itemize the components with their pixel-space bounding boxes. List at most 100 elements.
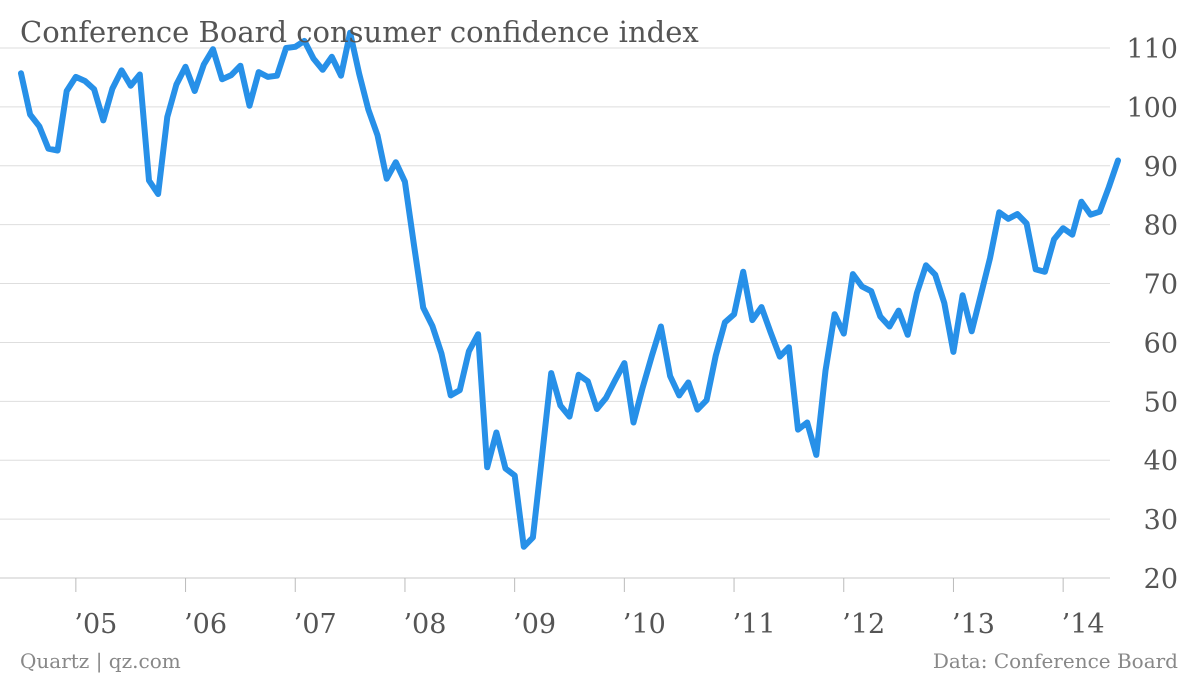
data-point <box>758 304 765 310</box>
data-point <box>969 328 975 334</box>
x-tick-label: ’14 <box>1062 609 1105 640</box>
data-point <box>45 146 52 152</box>
data-point <box>1042 269 1048 275</box>
data-point <box>877 313 883 320</box>
data-point <box>137 71 143 78</box>
data-point <box>36 123 42 129</box>
data-point <box>512 472 518 479</box>
data-point <box>265 74 271 80</box>
data-point <box>119 67 125 73</box>
y-tick-label: 20 <box>1144 564 1178 595</box>
y-tick-label: 80 <box>1144 211 1178 242</box>
data-point <box>859 283 865 290</box>
data-point <box>557 402 564 409</box>
x-tick-label: ’06 <box>184 609 227 640</box>
data-point <box>82 78 88 84</box>
data-point <box>1097 209 1103 215</box>
x-tick-label: ’08 <box>403 609 446 640</box>
data-point <box>1115 157 1121 164</box>
data-point <box>1005 216 1011 222</box>
footer-source: Data: Conference Board <box>933 649 1178 673</box>
data-point <box>402 179 408 185</box>
data-point <box>329 54 335 60</box>
data-point <box>1088 212 1094 218</box>
data-point <box>822 368 829 374</box>
data-point <box>502 465 509 472</box>
data-point <box>786 344 792 350</box>
data-point <box>393 159 399 165</box>
data-point <box>384 176 390 182</box>
data-point <box>768 329 774 335</box>
data-point <box>841 331 847 337</box>
data-point <box>310 56 317 62</box>
data-point <box>521 544 527 550</box>
y-tick-label: 90 <box>1144 152 1178 183</box>
x-tick-label: ’09 <box>513 609 556 640</box>
data-point <box>640 385 646 391</box>
data-point <box>896 308 902 314</box>
x-tick-label: ’05 <box>74 609 117 640</box>
data-point <box>941 300 947 306</box>
data-point <box>173 81 179 88</box>
x-tick-label: ’11 <box>733 609 776 640</box>
data-point <box>667 373 673 379</box>
x-axis: ’05 ’06 ’07 ’08 ’09 ’10 ’11 ’12 ’13 ’14 <box>74 578 1105 640</box>
data-point <box>612 377 618 383</box>
data-point <box>530 534 536 541</box>
data-point <box>923 262 929 268</box>
data-point <box>192 88 198 94</box>
data-point <box>475 331 481 337</box>
y-tick-label: 50 <box>1144 387 1178 418</box>
data-point <box>109 86 115 92</box>
data-point <box>27 111 33 118</box>
x-tick-label: ’12 <box>842 609 885 640</box>
data-point <box>246 103 253 109</box>
y-axis: 20 30 40 50 60 70 80 90 100 110 <box>1126 34 1178 595</box>
data-point <box>932 272 938 278</box>
data-point <box>960 292 966 298</box>
data-point <box>411 243 417 249</box>
data-point <box>201 61 207 68</box>
y-tick-label: 60 <box>1144 328 1178 359</box>
data-point <box>832 311 838 317</box>
data-point <box>256 69 262 75</box>
data-point <box>685 379 691 386</box>
data-point <box>274 73 280 79</box>
data-point <box>722 319 728 325</box>
data-point <box>1078 199 1084 205</box>
data-point <box>457 387 463 393</box>
data-point <box>1069 232 1075 238</box>
data-point <box>905 332 911 338</box>
data-point <box>713 352 719 358</box>
y-tick-label: 30 <box>1144 505 1178 536</box>
data-point <box>466 348 472 354</box>
data-point <box>539 452 545 459</box>
data-point <box>987 255 993 261</box>
data-point <box>621 360 628 366</box>
data-point <box>749 317 755 323</box>
data-point <box>210 46 216 52</box>
data-point <box>603 395 609 401</box>
data-point <box>374 132 381 138</box>
series-line <box>18 29 1121 550</box>
data-point <box>484 464 490 470</box>
footer-credit: Quartz | qz.com <box>20 649 181 674</box>
data-point <box>146 177 152 184</box>
data-point <box>292 44 298 50</box>
data-point <box>1060 225 1066 231</box>
y-tick-label: 100 <box>1126 93 1178 124</box>
data-point <box>548 370 554 376</box>
data-point <box>283 45 289 51</box>
data-point <box>493 429 499 436</box>
series-points <box>18 30 1121 550</box>
data-point <box>18 70 24 76</box>
data-point <box>868 288 874 294</box>
data-point <box>420 305 426 311</box>
data-point <box>731 311 737 317</box>
data-point <box>448 392 454 398</box>
data-point <box>996 209 1002 215</box>
data-point <box>804 419 810 426</box>
grid-lines <box>0 47 1110 579</box>
data-point <box>365 107 371 113</box>
